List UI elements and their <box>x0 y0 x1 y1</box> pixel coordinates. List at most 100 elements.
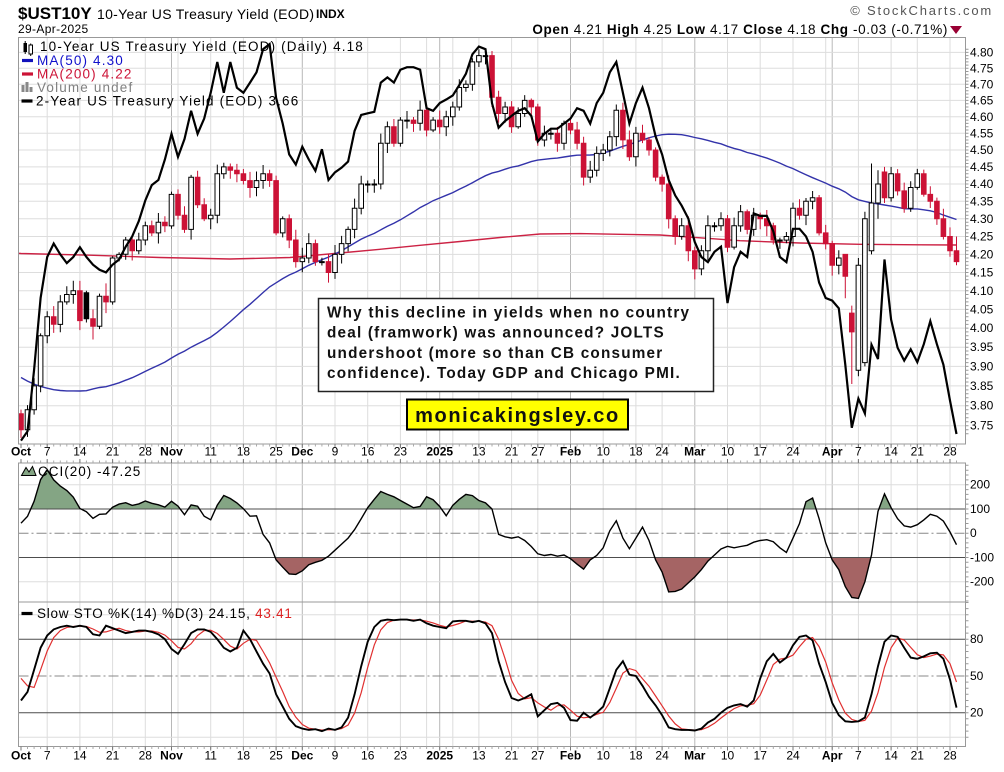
svg-text:17: 17 <box>754 749 768 763</box>
svg-text:21: 21 <box>106 749 120 763</box>
svg-text:24: 24 <box>655 749 669 763</box>
svg-text:25: 25 <box>269 445 283 459</box>
svg-text:2025: 2025 <box>426 445 453 459</box>
svg-text:confidence). Today GDP and Chi: confidence). Today GDP and Chicago PMI. <box>327 365 681 382</box>
svg-text:© StockCharts.com: © StockCharts.com <box>850 3 993 18</box>
svg-text:18: 18 <box>237 445 251 459</box>
svg-text:3.75: 3.75 <box>970 419 994 433</box>
svg-text:16: 16 <box>361 445 375 459</box>
svg-text:18: 18 <box>237 749 251 763</box>
svg-text:21: 21 <box>911 749 925 763</box>
svg-text:2025: 2025 <box>426 749 453 763</box>
svg-text:24: 24 <box>786 749 800 763</box>
svg-text:-100: -100 <box>970 551 994 565</box>
svg-text:24: 24 <box>655 445 669 459</box>
svg-text:3.95: 3.95 <box>970 340 994 354</box>
svg-text:10: 10 <box>721 445 735 459</box>
svg-text:MA(200) 4.22: MA(200) 4.22 <box>37 67 133 82</box>
svg-text:$UST10Y: $UST10Y <box>18 4 92 23</box>
svg-text:7: 7 <box>855 445 862 459</box>
svg-text:Oct: Oct <box>11 445 31 459</box>
svg-text:23: 23 <box>394 445 408 459</box>
svg-text:28: 28 <box>943 749 957 763</box>
svg-text:4.25: 4.25 <box>970 230 994 244</box>
svg-text:10-Year US Treasury Yield (EOD: 10-Year US Treasury Yield (EOD) <box>97 6 314 22</box>
svg-text:4.70: 4.70 <box>970 77 994 91</box>
svg-text:Mar: Mar <box>684 749 706 763</box>
svg-text:Dec: Dec <box>291 749 313 763</box>
svg-text:4.05: 4.05 <box>970 302 994 316</box>
svg-text:10-Year US Treasury Yield (EOD: 10-Year US Treasury Yield (EOD) (Daily) … <box>40 39 364 54</box>
svg-text:0: 0 <box>970 526 977 540</box>
svg-text:3.80: 3.80 <box>970 399 994 413</box>
svg-text:100: 100 <box>970 502 990 516</box>
svg-text:23: 23 <box>394 749 408 763</box>
svg-text:Volume undef: Volume undef <box>37 80 133 95</box>
svg-text:MA(50) 4.30: MA(50) 4.30 <box>37 53 124 68</box>
svg-text:24: 24 <box>786 445 800 459</box>
svg-text:Why this decline in yields whe: Why this decline in yields when no count… <box>327 305 690 322</box>
svg-text:4.65: 4.65 <box>970 93 994 107</box>
svg-text:20: 20 <box>970 706 984 720</box>
svg-text:7: 7 <box>855 749 862 763</box>
svg-text:Oct: Oct <box>11 749 31 763</box>
svg-text:4.35: 4.35 <box>970 194 994 208</box>
svg-text:25: 25 <box>269 749 283 763</box>
svg-text:10: 10 <box>597 445 611 459</box>
svg-text:4.10: 4.10 <box>970 284 994 298</box>
svg-text:7: 7 <box>44 445 51 459</box>
svg-text:deal (framwork) was announced?: deal (framwork) was announced? JOLTS <box>327 325 665 342</box>
svg-text:11: 11 <box>204 749 217 763</box>
svg-text:29-Apr-2025: 29-Apr-2025 <box>18 22 89 36</box>
svg-text:Nov: Nov <box>160 749 183 763</box>
svg-text:14: 14 <box>73 445 87 459</box>
svg-text:17: 17 <box>754 445 768 459</box>
svg-text:Slow STO %K(14) %D(3) 24.15, 4: Slow STO %K(14) %D(3) 24.15, 43.41 <box>37 606 293 621</box>
svg-text:13: 13 <box>472 749 486 763</box>
svg-text:14: 14 <box>73 749 87 763</box>
svg-text:Nov: Nov <box>160 445 183 459</box>
svg-text:16: 16 <box>361 749 375 763</box>
svg-text:9: 9 <box>332 749 339 763</box>
svg-text:28: 28 <box>139 445 153 459</box>
svg-text:10: 10 <box>721 749 735 763</box>
svg-text:4.00: 4.00 <box>970 321 994 335</box>
svg-text:18: 18 <box>629 749 643 763</box>
svg-text:4.20: 4.20 <box>970 247 994 261</box>
svg-text:9: 9 <box>332 445 339 459</box>
svg-text:50: 50 <box>970 669 984 683</box>
svg-text:80: 80 <box>970 632 984 646</box>
svg-text:Apr: Apr <box>822 445 843 459</box>
svg-text:2-Year US Treasury Yield (EOD): 2-Year US Treasury Yield (EOD) 3.66 <box>36 94 299 109</box>
svg-text:27: 27 <box>531 445 545 459</box>
svg-text:4.55: 4.55 <box>970 126 994 140</box>
svg-text:-200: -200 <box>970 575 994 589</box>
svg-text:18: 18 <box>629 445 643 459</box>
svg-text:7: 7 <box>44 749 51 763</box>
svg-text:4.75: 4.75 <box>970 61 994 75</box>
svg-text:INDX: INDX <box>316 7 345 21</box>
svg-text:21: 21 <box>106 445 120 459</box>
svg-text:13: 13 <box>472 445 486 459</box>
svg-text:3.85: 3.85 <box>970 379 994 393</box>
svg-text:14: 14 <box>884 749 898 763</box>
svg-text:28: 28 <box>943 445 957 459</box>
svg-text:undershoot (more so than CB co: undershoot (more so than CB consumer <box>327 345 663 362</box>
svg-text:4.40: 4.40 <box>970 177 994 191</box>
svg-text:21: 21 <box>505 749 519 763</box>
svg-text:Open 4.21 High 4.25 Low 4.17 C: Open 4.21 High 4.25 Low 4.17 Close 4.18 … <box>532 22 948 37</box>
svg-text:28: 28 <box>139 749 153 763</box>
svg-text:4.30: 4.30 <box>970 212 994 226</box>
svg-text:4.60: 4.60 <box>970 110 994 124</box>
svg-text:21: 21 <box>911 445 925 459</box>
svg-text:10: 10 <box>597 749 611 763</box>
svg-text:CCI(20) -47.25: CCI(20) -47.25 <box>38 464 141 479</box>
svg-text:4.80: 4.80 <box>970 45 994 59</box>
svg-text:Apr: Apr <box>822 749 843 763</box>
svg-text:200: 200 <box>970 478 990 492</box>
svg-text:Feb: Feb <box>560 749 581 763</box>
svg-text:Feb: Feb <box>560 445 581 459</box>
svg-text:3.90: 3.90 <box>970 359 994 373</box>
svg-text:monicakingsley.co: monicakingsley.co <box>415 405 620 427</box>
svg-text:Mar: Mar <box>684 445 706 459</box>
